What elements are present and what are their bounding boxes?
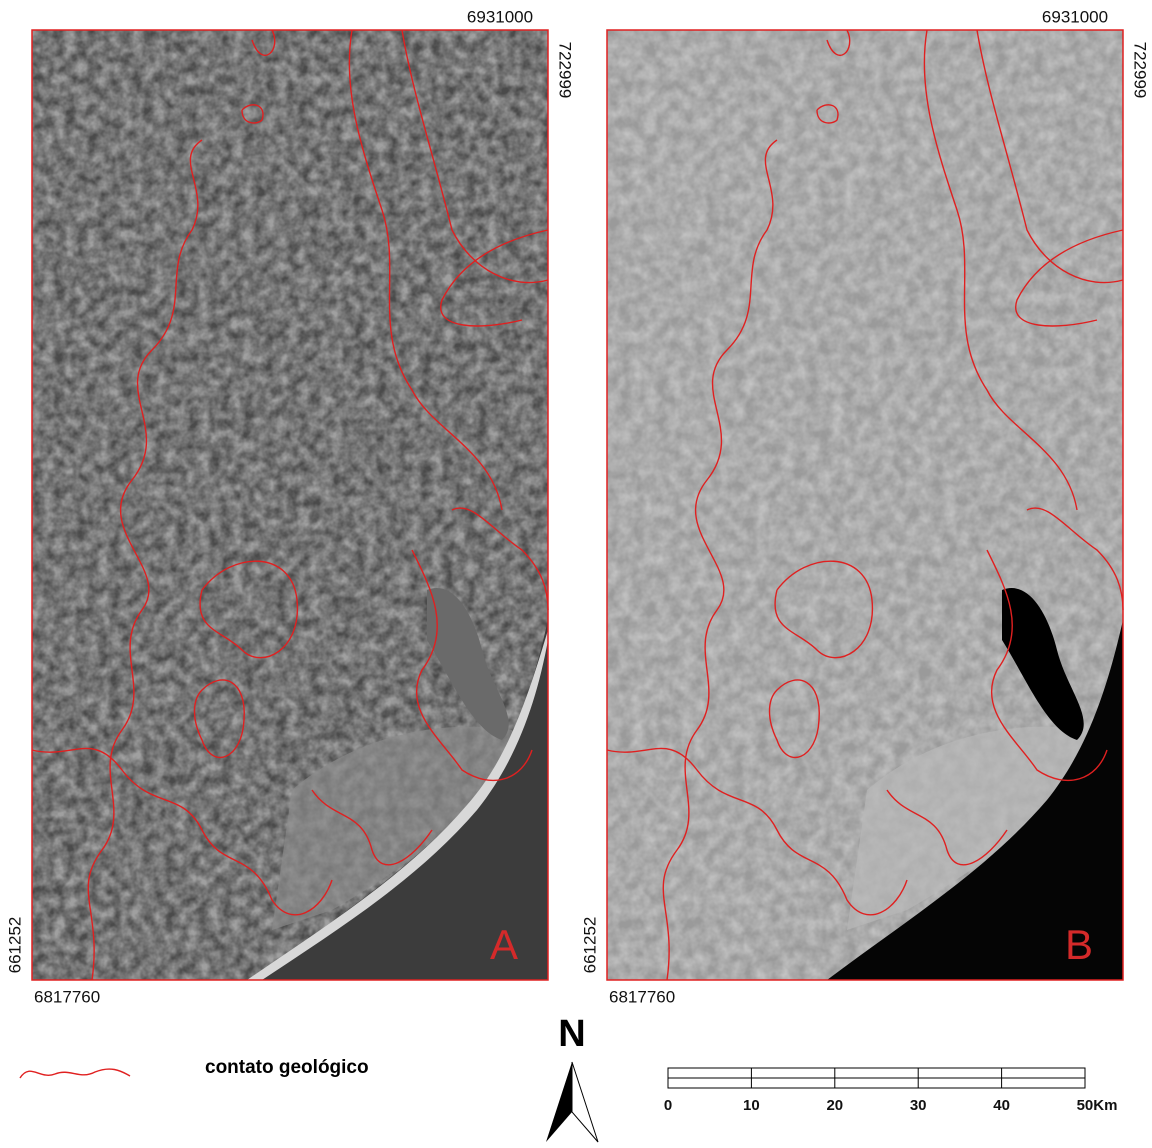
scale-label: 30	[910, 1097, 927, 1114]
legend-line	[20, 1069, 130, 1078]
coord-right: 722999	[1131, 42, 1150, 99]
arrow-light	[572, 1062, 598, 1142]
panels: A 6931000 722999 661252 6817760 B 6931000 72299…	[5, 7, 1149, 1006]
map-panel: B 6931000 722999 661252 6817760	[580, 7, 1149, 1006]
panel-label: A	[490, 921, 518, 968]
scale-label: 50Km	[1077, 1097, 1118, 1114]
coord-bottom: 6817760	[34, 987, 100, 1006]
coord-top: 6931000	[1042, 7, 1108, 26]
scale-label: 40	[993, 1097, 1010, 1114]
scale-bar: 0 10 20 30 40 50Km	[664, 1068, 1118, 1114]
legend: contato geológico	[20, 1057, 369, 1078]
scale-label: 0	[664, 1097, 672, 1114]
coord-top: 6931000	[467, 7, 533, 26]
coord-left: 661252	[580, 917, 599, 974]
scale-label: 20	[826, 1097, 843, 1114]
legend-label: contato geológico	[205, 1057, 369, 1078]
map-panel: A 6931000 722999 661252 6817760	[5, 7, 574, 1006]
scale-label: 10	[743, 1097, 760, 1114]
figure: A 6931000 722999 661252 6817760 B 6931000 72299…	[0, 0, 1152, 1148]
panel-label: B	[1065, 921, 1093, 968]
north-arrow: N	[546, 1013, 598, 1142]
north-label: N	[558, 1013, 585, 1055]
coord-left: 661252	[5, 917, 24, 974]
coord-right: 722999	[556, 42, 575, 99]
arrow-dark	[546, 1062, 572, 1142]
coord-bottom: 6817760	[609, 987, 675, 1006]
